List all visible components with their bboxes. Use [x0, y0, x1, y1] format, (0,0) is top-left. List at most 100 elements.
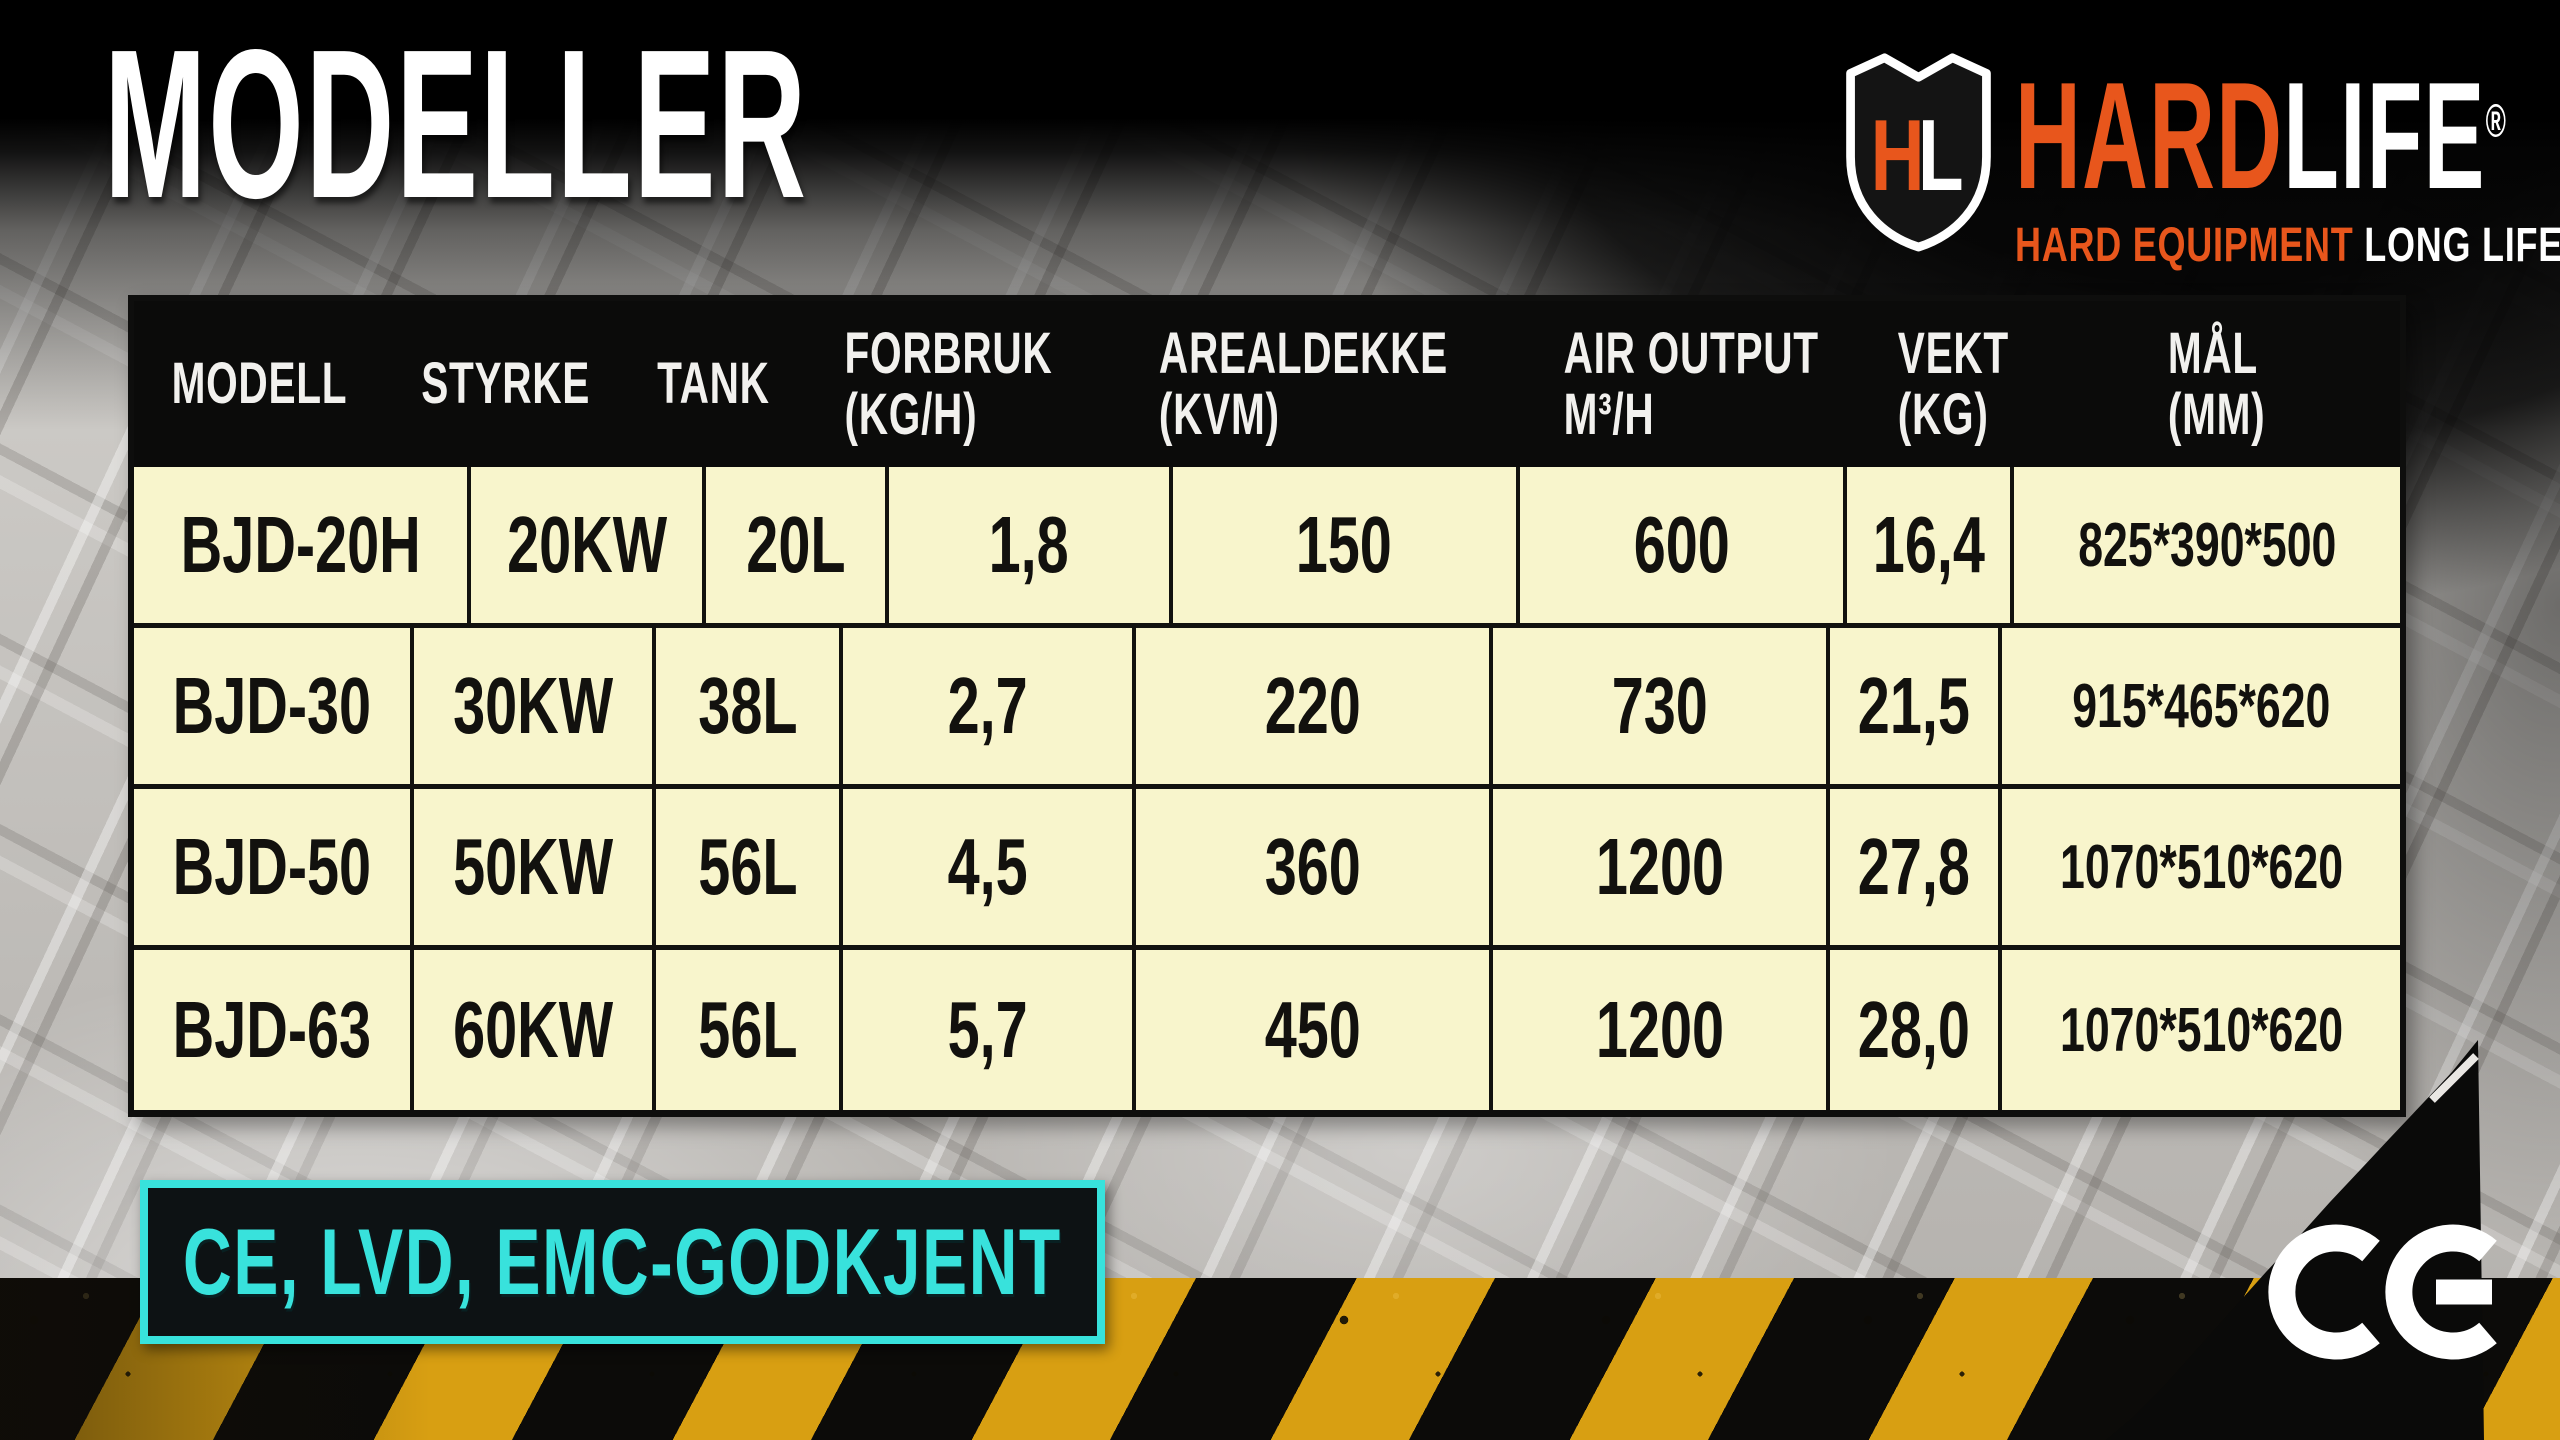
table-cell-3-7: 1070*510*620: [2002, 950, 2400, 1110]
table-cell-value: 16,4: [1872, 500, 1985, 589]
shield-letter-h: H: [1871, 99, 1925, 212]
table-row-0: BJD-20H 20KW 20L 1,8 150 600 16,4 825*390*500: [134, 467, 2400, 628]
hardlife-logo: H L HARDLIFE® HARD EQUIPMENT LONG LIFE: [1836, 48, 2560, 270]
table-cell-2-1: 50KW: [413, 789, 656, 950]
table-cell-0-6: 16,4: [1847, 467, 2014, 628]
tagline-hard-equipment: HARD EQUIPMENT: [2015, 219, 2354, 272]
table-cell-value: BJD-63: [172, 985, 372, 1074]
table-cell-value: 360: [1264, 822, 1361, 911]
table-cell-value: 20L: [745, 500, 846, 589]
column-header-label: STYRKE: [421, 351, 591, 417]
table-cell-3-3: 5,7: [843, 950, 1136, 1110]
table-cell-3-2: 56L: [655, 950, 844, 1110]
column-header-label: MODELL: [171, 351, 348, 417]
table-cell-2-5: 1200: [1493, 789, 1831, 950]
column-header-1: STYRKE: [385, 301, 626, 467]
spec-table: MODELL STYRKE TANK FORBRUK (KG/H) AREALDEKKE(…: [128, 295, 2406, 1117]
ce-mark-icon: [2268, 1224, 2497, 1360]
table-cell-3-1: 60KW: [413, 950, 656, 1110]
table-cell-value: 2,7: [947, 661, 1028, 750]
certification-badge-text: CE, LVD, EMC-GODKJENT: [183, 1209, 1062, 1314]
hl-shield-icon: H L: [1846, 53, 1991, 252]
column-header-5: AIR OUTPUT M³/H: [1509, 301, 1873, 467]
table-cell-value: 56L: [697, 985, 798, 1074]
spec-table-header: MODELL STYRKE TANK FORBRUK (KG/H) AREALDEKKE(…: [134, 301, 2400, 467]
table-cell-2-6: 27,8: [1830, 789, 2003, 950]
table-cell-value: 1200: [1595, 822, 1724, 911]
table-cell-value: 21,5: [1858, 661, 1971, 750]
table-cell-0-4: 150: [1172, 467, 1520, 628]
table-cell-2-7: 1070*510*620: [2002, 789, 2400, 950]
column-header-6: VEKT (KG): [1874, 301, 2033, 467]
table-cell-0-1: 20KW: [471, 467, 707, 628]
table-cell-3-0: BJD-63: [134, 950, 414, 1110]
table-cell-value: 4,5: [947, 822, 1028, 911]
table-cell-0-2: 20L: [706, 467, 889, 628]
column-header-sub-label: M³/H: [1564, 382, 1655, 447]
table-cell-2-0: BJD-50: [134, 789, 414, 950]
table-cell-value: 27,8: [1858, 822, 1971, 911]
column-header-sub-label: (KVM): [1158, 382, 1280, 447]
corner-crack-highlight: [2429, 1053, 2479, 1103]
page-title: MODELLER: [104, 18, 1318, 230]
table-cell-value: 60KW: [452, 985, 613, 1074]
table-cell-value: 220: [1264, 661, 1361, 750]
table-cell-0-5: 600: [1519, 467, 1848, 628]
table-cell-value: BJD-50: [172, 822, 372, 911]
table-cell-value: 38L: [697, 661, 798, 750]
table-cell-value: 1070*510*620: [2059, 832, 2343, 902]
column-header-7: MÅL (MM): [2033, 301, 2401, 467]
table-cell-value: 730: [1611, 661, 1708, 750]
table-cell-value: 20KW: [506, 500, 667, 589]
table-cell-value: 50KW: [452, 822, 613, 911]
column-header-label: TANK: [656, 351, 770, 417]
table-cell-1-3: 2,7: [843, 628, 1136, 789]
table-row-1: BJD-30 30KW 38L 2,7 220 730 21,5 915*465*620: [134, 628, 2400, 789]
logo-word-hard: HARD: [2015, 51, 2284, 221]
table-cell-1-2: 38L: [655, 628, 844, 789]
table-cell-2-2: 56L: [655, 789, 844, 950]
table-cell-value: 825*390*500: [2077, 510, 2336, 580]
table-row-3: BJD-63 60KW 56L 5,7 450 1200 28,0 1070*510*620: [134, 950, 2400, 1110]
table-cell-value: 1070*510*620: [2059, 995, 2343, 1065]
table-cell-1-5: 730: [1493, 628, 1831, 789]
column-header-sub-label: (KG): [1897, 382, 1989, 447]
spec-table-body: BJD-20H 20KW 20L 1,8 150 600 16,4 825*390*500 BJ…: [134, 467, 2400, 1110]
table-cell-0-0: BJD-20H: [134, 467, 472, 628]
table-cell-2-4: 360: [1135, 789, 1494, 950]
table-cell-value: 5,7: [947, 985, 1028, 1074]
table-cell-3-6: 28,0: [1830, 950, 2003, 1110]
column-header-label: AREALDEKKE: [1158, 320, 1448, 386]
column-header-label: FORBRUK: [844, 320, 1053, 386]
logo-word-life: LIFE: [2283, 51, 2486, 221]
page-title-text: MODELLER: [104, 5, 808, 242]
table-cell-value: 150: [1296, 500, 1393, 589]
table-cell-2-3: 4,5: [843, 789, 1136, 950]
table-cell-value: 56L: [697, 822, 798, 911]
column-header-2: TANK: [626, 301, 799, 467]
column-header-label: MÅL: [2167, 320, 2258, 386]
ce-mark-corner: [2106, 1040, 2497, 1440]
table-row-2: BJD-50 50KW 56L 4,5 360 1200 27,8 1070*510*620: [134, 789, 2400, 950]
table-cell-value: 1200: [1595, 985, 1724, 1074]
column-header-0: MODELL: [134, 301, 385, 467]
registered-mark-icon: ®: [2485, 94, 2506, 147]
table-cell-value: BJD-30: [172, 661, 372, 750]
table-cell-3-4: 450: [1135, 950, 1494, 1110]
table-cell-3-5: 1200: [1493, 950, 1831, 1110]
table-cell-1-1: 30KW: [413, 628, 656, 789]
table-cell-1-6: 21,5: [1830, 628, 2003, 789]
column-header-sub-label: (KG/H): [844, 382, 977, 447]
table-cell-0-3: 1,8: [888, 467, 1173, 628]
table-cell-value: 600: [1633, 500, 1730, 589]
certification-badge: CE, LVD, EMC-GODKJENT: [140, 1180, 1105, 1344]
logo-text: HARDLIFE® HARD EQUIPMENT LONG LIFE: [2015, 48, 2560, 270]
column-header-label: AIR OUTPUT: [1564, 320, 1820, 386]
table-cell-value: BJD-20H: [180, 500, 421, 589]
table-cell-value: 915*465*620: [2071, 671, 2331, 741]
table-cell-1-7: 915*465*620: [2002, 628, 2400, 789]
column-header-4: AREALDEKKE (KVM): [1097, 301, 1510, 467]
table-cell-value: 30KW: [452, 661, 613, 750]
column-header-sub-label: (MM): [2167, 382, 2265, 447]
